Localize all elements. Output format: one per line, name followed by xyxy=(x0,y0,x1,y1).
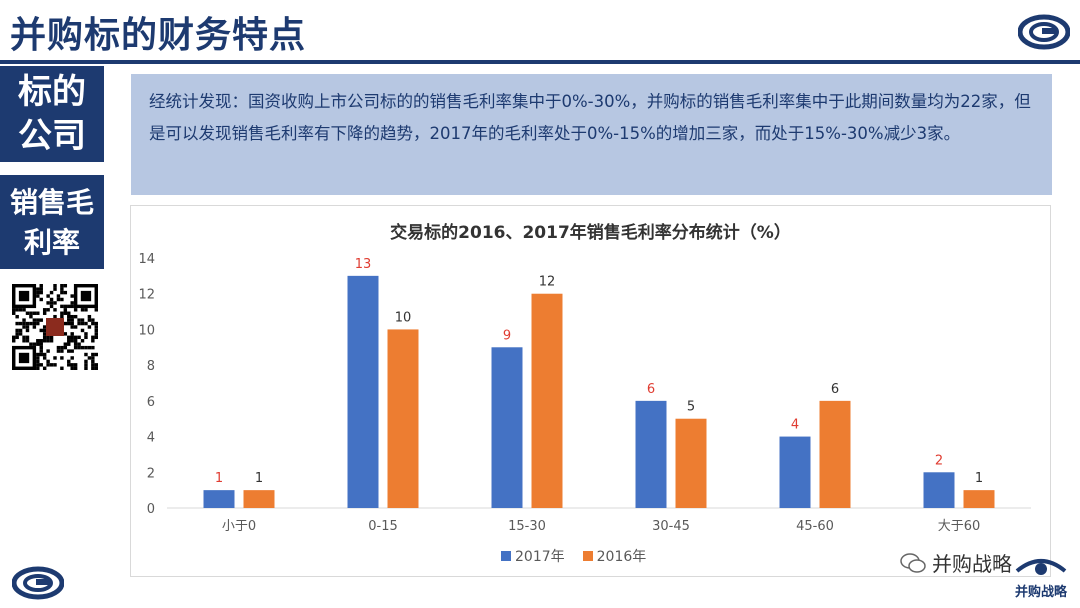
brand-eye-icon xyxy=(1015,559,1067,575)
finding-text-box: 经统计发现：国资收购上市公司标的的销售毛利率集中于0%-30%，并购标的销售毛利… xyxy=(131,74,1052,195)
bar-2016 xyxy=(675,418,707,508)
y-tick-label: 10 xyxy=(138,323,155,338)
y-tick-label: 8 xyxy=(147,359,155,374)
legend-swatch-2016 xyxy=(582,551,593,561)
y-tick-label: 14 xyxy=(138,252,155,267)
y-tick-label: 0 xyxy=(147,502,155,517)
section-label-line1: 销售毛 xyxy=(9,186,94,219)
y-tick-label: 12 xyxy=(138,288,155,303)
bar-2016 xyxy=(531,293,563,508)
data-label-2016: 1 xyxy=(975,471,983,486)
bar-2016 xyxy=(963,490,995,508)
bar-2017 xyxy=(491,347,523,508)
brand-name: 并购战略 xyxy=(1014,585,1067,600)
legend-item-2017: 2017年 xyxy=(501,546,565,566)
x-tick-label: 大于60 xyxy=(938,519,981,534)
legend-label-2017: 2017年 xyxy=(515,549,565,565)
qr-code-icon xyxy=(12,284,98,370)
bar-2016 xyxy=(819,400,851,508)
data-label-2017: 1 xyxy=(215,471,223,486)
legend-swatch-2017 xyxy=(501,551,511,561)
data-label-2016: 6 xyxy=(831,382,839,397)
x-tick-label: 15-30 xyxy=(508,519,546,534)
legend-label-2016: 2016年 xyxy=(596,549,647,565)
section-label-gross-margin: 销售毛 利率 xyxy=(0,175,104,269)
bar-2016 xyxy=(387,329,419,508)
brand-logo-text: 并购战略 xyxy=(1008,555,1074,600)
section-label-line1: 标的 xyxy=(18,72,86,112)
data-label-2017: 2 xyxy=(935,453,943,468)
company-logo-icon xyxy=(1018,14,1070,50)
x-tick-label: 0-15 xyxy=(368,519,398,534)
bar-2017 xyxy=(347,275,379,508)
bar-2017 xyxy=(779,436,811,508)
page-title: 并购标的财务特点 xyxy=(10,15,307,56)
section-label-line2: 公司 xyxy=(18,116,86,156)
bar-2016 xyxy=(243,490,275,508)
wechat-watermark: 并购战略 xyxy=(900,548,1012,577)
x-tick-label: 45-60 xyxy=(796,519,834,534)
data-label-2017: 4 xyxy=(791,418,799,433)
data-label-2016: 12 xyxy=(539,275,556,290)
section-label-line2: 利率 xyxy=(23,226,80,259)
data-label-2017: 9 xyxy=(503,328,511,343)
bar-2017 xyxy=(203,490,235,508)
section-label-target-company: 标的 公司 xyxy=(0,66,104,162)
y-tick-label: 4 xyxy=(147,431,155,446)
data-label-2016: 1 xyxy=(255,471,263,486)
chart-title: 交易标的2016、2017年销售毛利率分布统计（%） xyxy=(390,223,791,243)
x-tick-label: 30-45 xyxy=(652,519,690,534)
data-label-2016: 5 xyxy=(687,400,695,415)
bar-2017 xyxy=(923,472,955,508)
legend-item-2016: 2016年 xyxy=(582,546,647,566)
title-divider xyxy=(0,60,1080,64)
wechat-icon xyxy=(900,552,926,573)
y-tick-label: 2 xyxy=(147,466,155,481)
company-logo-bottom-icon xyxy=(12,566,64,600)
chart-container: 0 2 4 6 8 10 12 14 小于0 1 1 0-15 13 10 15-30 9 12 30-45 6 5 4… xyxy=(130,205,1051,577)
chart-legend: 2017年 2016年 xyxy=(501,546,646,566)
x-tick-label: 小于0 xyxy=(222,519,256,534)
y-tick-label: 6 xyxy=(147,395,155,410)
data-label-2016: 10 xyxy=(395,310,412,325)
watermark-text: 并购战略 xyxy=(932,552,1012,576)
data-label-2017: 13 xyxy=(355,257,372,272)
data-label-2017: 6 xyxy=(647,382,655,397)
bar-2017 xyxy=(635,400,667,508)
